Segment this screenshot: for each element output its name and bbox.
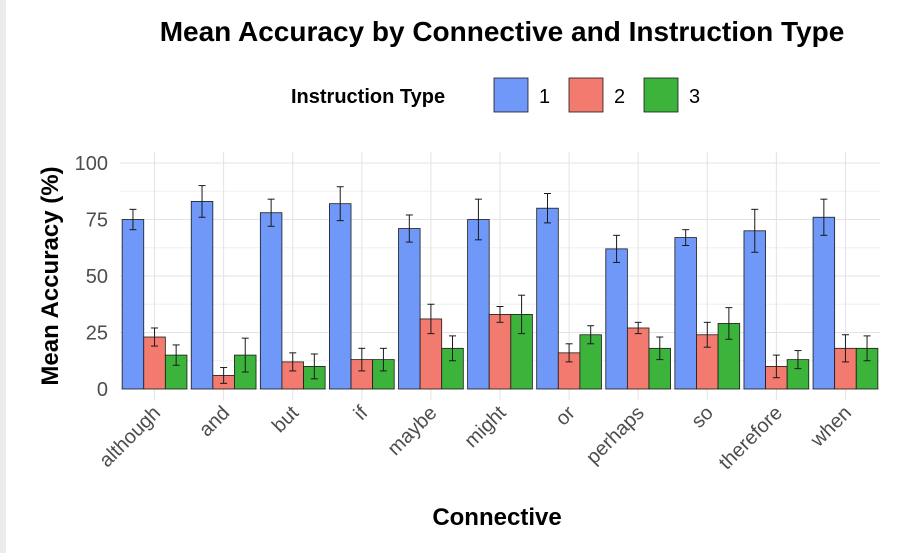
bar bbox=[605, 248, 628, 390]
x-tick-label: perhaps bbox=[582, 402, 649, 469]
error-bar bbox=[379, 347, 387, 372]
y-axis-title: Mean Accuracy (%) bbox=[37, 166, 64, 385]
error-bar bbox=[794, 350, 802, 370]
error-bar bbox=[565, 343, 573, 363]
x-tick-label: so bbox=[687, 402, 717, 432]
error-bar bbox=[841, 334, 849, 363]
x-tick-label: but bbox=[268, 402, 304, 438]
chart-title: Mean Accuracy by Connective and Instruct… bbox=[160, 16, 845, 47]
bars bbox=[121, 185, 879, 390]
x-axis-ticks: although and but if maybe might or perhaps sothe… bbox=[95, 402, 856, 474]
error-bar bbox=[634, 321, 642, 335]
legend-label: 2 bbox=[614, 86, 625, 108]
error-bar bbox=[656, 336, 664, 361]
bar bbox=[190, 201, 214, 390]
x-tick-label: if bbox=[350, 402, 373, 425]
error-bar bbox=[358, 347, 366, 372]
error-bar bbox=[772, 354, 780, 379]
error-bar bbox=[703, 321, 711, 348]
x-tick-label: might bbox=[460, 402, 510, 452]
y-tick-label: 100 bbox=[75, 153, 108, 175]
error-bar bbox=[267, 198, 275, 227]
error-bar bbox=[198, 185, 206, 218]
error-bar bbox=[151, 327, 159, 347]
x-tick-label: therefore bbox=[715, 402, 787, 474]
legend-swatch bbox=[493, 77, 529, 113]
bar bbox=[536, 207, 559, 390]
x-tick-label: or bbox=[551, 402, 579, 430]
error-bar bbox=[427, 303, 435, 335]
error-bar bbox=[751, 208, 759, 253]
error-bar bbox=[474, 198, 482, 241]
error-bar bbox=[518, 294, 526, 335]
error-bar bbox=[587, 325, 595, 345]
x-tick-label: although bbox=[95, 402, 165, 472]
x-tick-label: and bbox=[195, 402, 234, 441]
error-bar bbox=[613, 234, 621, 263]
error-bar bbox=[725, 307, 733, 340]
error-bar bbox=[682, 229, 690, 246]
bar bbox=[743, 230, 766, 390]
legend-label: 3 bbox=[689, 86, 700, 108]
error-bar bbox=[543, 193, 551, 224]
bar bbox=[329, 203, 352, 390]
y-tick-label: 75 bbox=[86, 210, 108, 232]
legend-title: Instruction Type bbox=[291, 86, 445, 108]
bar-chart: Mean Accuracy by Connective and Instruct… bbox=[37, 16, 880, 531]
error-bar bbox=[129, 208, 137, 231]
error-bar bbox=[310, 353, 318, 380]
y-axis-ticks: 0 25 50 75 100 bbox=[75, 153, 108, 401]
x-tick-label: when bbox=[806, 402, 856, 452]
bar bbox=[121, 219, 145, 390]
bar bbox=[259, 212, 283, 390]
error-bar bbox=[172, 344, 180, 366]
bar bbox=[812, 216, 836, 390]
error-bar bbox=[449, 335, 457, 362]
error-bar bbox=[863, 335, 871, 362]
bar bbox=[467, 219, 490, 390]
bar bbox=[626, 327, 650, 390]
legend-item: 3 bbox=[643, 77, 700, 113]
x-axis-title: Connective bbox=[432, 504, 561, 531]
y-tick-label: 0 bbox=[97, 379, 108, 401]
legend: Instruction Type 1 2 3 bbox=[291, 77, 700, 113]
bar bbox=[398, 228, 421, 390]
x-tick-label: maybe bbox=[383, 402, 441, 460]
legend-swatch bbox=[568, 77, 604, 113]
bar bbox=[674, 237, 697, 390]
error-bar bbox=[289, 352, 297, 372]
legend-item: 2 bbox=[568, 77, 625, 113]
legend-item: 1 bbox=[493, 77, 550, 113]
error-bar bbox=[820, 198, 828, 236]
error-bar bbox=[405, 214, 413, 243]
legend-label: 1 bbox=[539, 86, 550, 108]
y-tick-label: 25 bbox=[86, 323, 108, 345]
chart-canvas: Mean Accuracy by Connective and Instruct… bbox=[6, 0, 899, 553]
bar bbox=[488, 314, 512, 390]
legend-swatch bbox=[643, 77, 679, 113]
error-bar bbox=[241, 337, 249, 373]
y-tick-label: 50 bbox=[86, 266, 108, 288]
error-bar bbox=[220, 367, 228, 384]
error-bar bbox=[336, 186, 344, 222]
error-bar bbox=[496, 306, 504, 323]
